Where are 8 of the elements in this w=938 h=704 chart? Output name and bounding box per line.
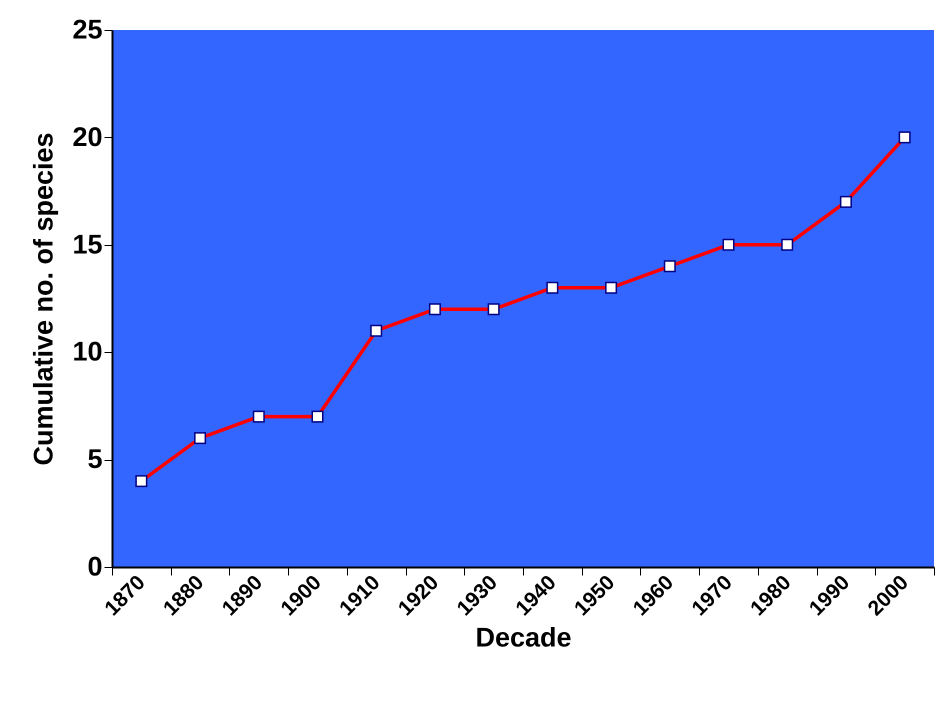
- x-axis-title: Decade: [475, 622, 572, 653]
- y-tick-label: 15: [72, 229, 102, 260]
- y-tick-label: 0: [87, 552, 102, 582]
- y-tick-label: 5: [87, 444, 102, 474]
- y-tick-label: 10: [72, 336, 102, 367]
- y-tick-label: 25: [72, 14, 102, 44]
- y-axis-title: Cumulative no. of species: [28, 132, 58, 466]
- y-tick-label: 20: [72, 122, 102, 152]
